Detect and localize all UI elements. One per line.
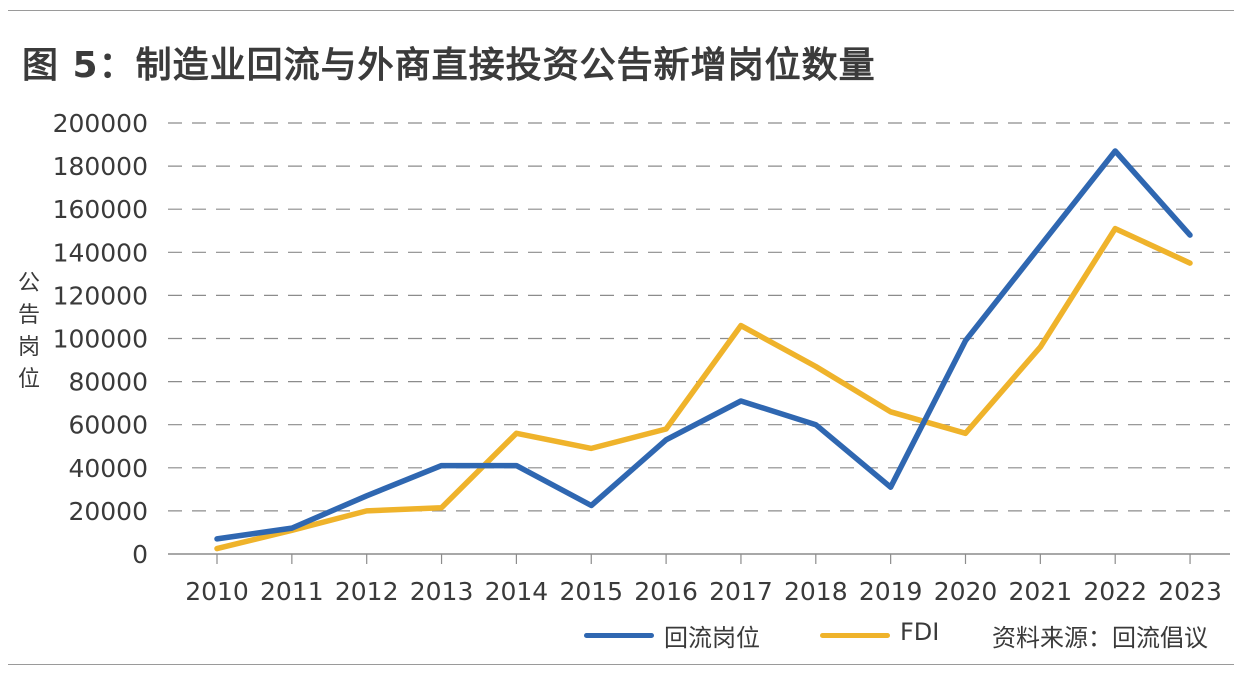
x-tick-label: 2020	[934, 577, 998, 606]
x-tick-label: 2018	[784, 577, 848, 606]
y-tick-label: 140000	[53, 238, 148, 267]
x-tick-label: 2017	[709, 577, 773, 606]
source-note: 资料来源：回流倡议	[992, 624, 1208, 652]
y-axis-label-char: 位	[17, 367, 40, 392]
y-axis-label-char: 岗	[17, 335, 40, 360]
y-tick-label: 100000	[53, 325, 148, 354]
x-tick-label: 2023	[1158, 577, 1222, 606]
y-axis-label-char: 告	[17, 303, 40, 328]
x-tick-label: 2013	[410, 577, 474, 606]
y-tick-label: 180000	[53, 152, 148, 181]
y-axis-label-char: 公	[17, 271, 40, 296]
legend-swatch-reshoring	[584, 633, 654, 638]
x-tick-label: 2011	[260, 577, 324, 606]
x-tick-label: 2021	[1009, 577, 1073, 606]
top-rule	[8, 10, 1234, 11]
y-tick-label: 20000	[68, 497, 148, 526]
y-axis-label: 公 告 岗 位	[14, 268, 44, 396]
legend-label-reshoring: 回流岗位	[664, 624, 760, 652]
y-tick-label: 0	[132, 540, 148, 569]
x-tick-label: 2010	[185, 577, 249, 606]
series-line-fdi	[214, 225, 1193, 552]
series-line-reshoring	[214, 148, 1193, 542]
y-tick-label: 120000	[53, 281, 148, 310]
y-tick-label: 160000	[53, 195, 148, 224]
legend-label-fdi: FDI	[900, 618, 940, 646]
legend-swatch-fdi	[820, 633, 890, 638]
x-tick-label: 2015	[559, 577, 623, 606]
bottom-rule	[8, 664, 1234, 665]
x-tick-label: 2019	[859, 577, 923, 606]
x-tick-label: 2014	[485, 577, 549, 606]
y-tick-label: 60000	[68, 411, 148, 440]
x-tick-label: 2022	[1083, 577, 1147, 606]
chart-title: 图 5：制造业回流与外商直接投资公告新增岗位数量	[22, 45, 876, 86]
y-tick-label: 40000	[68, 454, 148, 483]
x-tick-label: 2016	[634, 577, 698, 606]
y-tick-label: 80000	[68, 368, 148, 397]
y-tick-label: 200000	[53, 109, 148, 138]
x-tick-label: 2012	[335, 577, 399, 606]
